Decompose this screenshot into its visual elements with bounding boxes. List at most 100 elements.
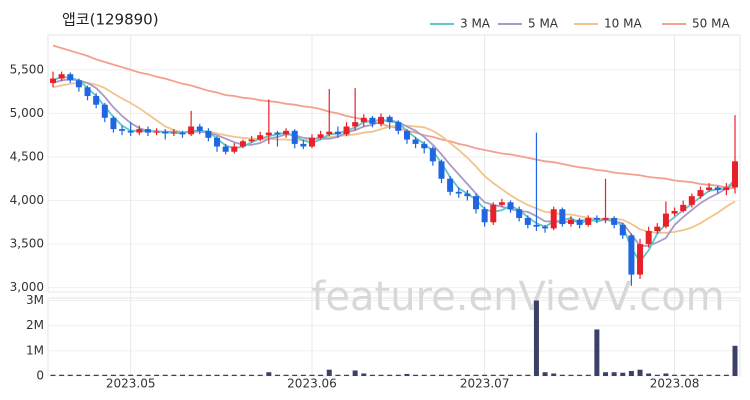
x-tick-label: 2023.06 (287, 377, 337, 391)
x-tick-label: 2023.05 (106, 377, 156, 391)
candle-body (671, 210, 678, 214)
volume-bar (179, 374, 185, 376)
candle-body (473, 196, 480, 210)
volume-bar (603, 372, 609, 376)
candle-body (542, 226, 549, 229)
candle-body (214, 137, 221, 147)
candle-body (67, 74, 74, 81)
volume-bar (369, 374, 375, 376)
candle-body (429, 148, 436, 162)
volume-bar (551, 373, 557, 376)
volume-bar (680, 374, 686, 376)
candle-body (162, 131, 169, 134)
moving-average (52, 82, 736, 234)
candle-body (326, 131, 333, 135)
candle-body (386, 116, 393, 123)
candle-body (654, 226, 661, 232)
volume-bar (197, 374, 203, 376)
candle-body (231, 146, 238, 152)
volume-bar (490, 374, 496, 376)
candle-body (637, 244, 644, 275)
candle-body (205, 130, 212, 138)
volume-bar (585, 374, 591, 376)
volume-bar (154, 374, 160, 376)
candle-body (291, 130, 298, 144)
volume-bar (188, 374, 194, 376)
volume-bar (110, 374, 116, 376)
candle-body (619, 224, 626, 236)
volume-bar (119, 374, 125, 376)
candle-body (308, 137, 315, 147)
candle-body (490, 204, 497, 223)
candle-body (559, 209, 566, 225)
volume-bar (352, 370, 358, 376)
volume-bar (672, 374, 678, 376)
volume-bar (637, 369, 643, 376)
candle-body (153, 131, 160, 133)
candle-body (680, 204, 687, 211)
volume-bar (404, 373, 410, 376)
volume-bar (559, 374, 565, 376)
volume-bar (145, 374, 151, 376)
x-tick-label: 2023.08 (650, 377, 700, 391)
candle-body (714, 187, 721, 191)
volume-tick-label: 3M (26, 293, 44, 307)
legend-label: 5 MA (528, 17, 559, 31)
legend-label: 3 MA (460, 17, 491, 31)
volume-bar (525, 374, 531, 376)
candle-body (723, 187, 730, 191)
candle-body (628, 235, 635, 275)
volume-bar (508, 374, 514, 376)
volume-tick-label: 2M (26, 318, 44, 332)
moving-average (52, 75, 736, 264)
candle-body (498, 202, 505, 205)
candle-body (188, 126, 195, 135)
volume-bar (732, 345, 738, 376)
price-panel (47, 34, 741, 293)
volume-bar (438, 374, 444, 376)
volume-bar (646, 373, 652, 376)
moving-average (52, 78, 736, 247)
candle-body (93, 95, 100, 105)
candle-body (84, 87, 91, 96)
volume-bar (421, 374, 427, 376)
candle-body (239, 141, 246, 147)
volume-bar (378, 374, 384, 376)
candle-body (576, 219, 583, 225)
volume-tick-label: 0 (36, 369, 44, 383)
volume-bar (205, 374, 211, 376)
candle-body (317, 134, 324, 138)
volume-bar (266, 372, 272, 376)
volume-bar (473, 374, 479, 376)
volume-bar (85, 374, 91, 376)
candle-body (611, 217, 618, 225)
candle-body (662, 213, 669, 227)
volume-bar (447, 374, 453, 376)
volume-bar (654, 374, 660, 376)
volume-bar (577, 374, 583, 376)
candle-body (593, 217, 600, 220)
candle-body (144, 129, 151, 133)
legend-label: 10 MA (604, 17, 642, 31)
candle-body (403, 130, 410, 140)
volume-bar (516, 374, 522, 376)
volume-bar (309, 374, 315, 376)
candle-body (438, 161, 445, 179)
candle-body (481, 209, 488, 223)
volume-bar (59, 374, 65, 376)
volume-bar (283, 374, 289, 376)
volume-bar (318, 374, 324, 376)
candle-body (507, 202, 514, 210)
volume-bar (128, 374, 134, 376)
candle-body (688, 196, 695, 205)
candle-body (447, 178, 454, 192)
candle-body (455, 191, 462, 194)
candle-body (706, 187, 713, 191)
volume-bar (292, 374, 298, 376)
candle-body (58, 74, 65, 79)
candle-body (516, 209, 523, 218)
volume-bar (249, 374, 255, 376)
candle-body (567, 219, 574, 225)
volume-bar (361, 373, 367, 376)
volume-bar (136, 374, 142, 376)
